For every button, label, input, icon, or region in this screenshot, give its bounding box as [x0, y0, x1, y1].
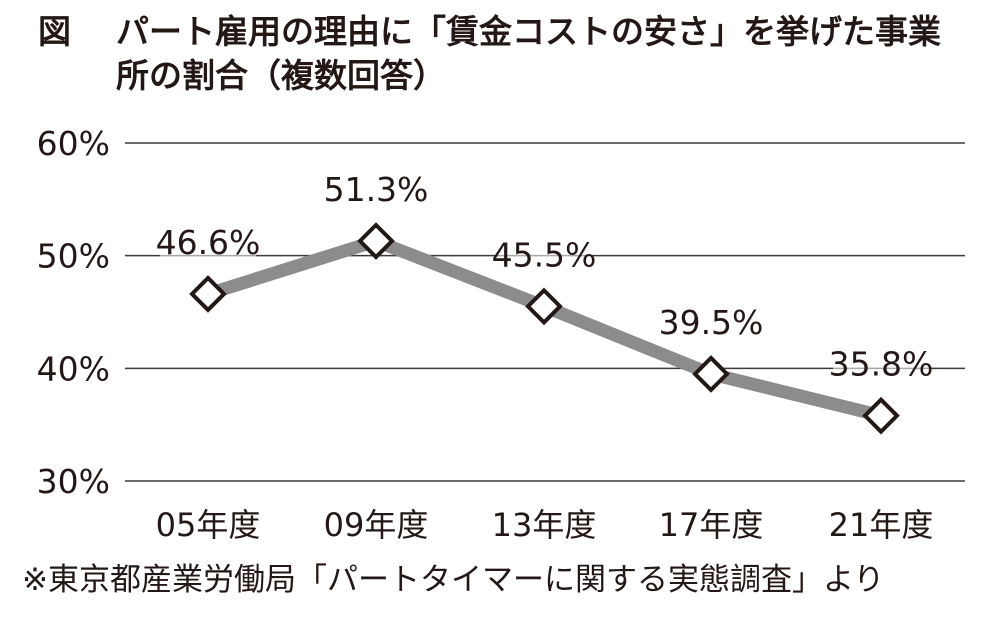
y-tick-label: 30% [37, 462, 110, 501]
data-label-background [833, 345, 929, 380]
data-point-marker [692, 355, 730, 393]
data-label-background [496, 236, 592, 271]
data-label: 51.3% [324, 170, 429, 209]
title-line-2: 所の割合（複数回答） [116, 56, 446, 95]
data-point-marker [525, 287, 563, 326]
y-tick-label: 40% [37, 349, 110, 388]
x-category-label: 17年度 [659, 506, 764, 544]
figure-label: 図 [38, 12, 71, 51]
y-tick-label: 50% [37, 237, 110, 276]
data-label: 46.6% [156, 223, 261, 262]
data-label-background [328, 171, 424, 206]
x-category-label: 13年度 [492, 506, 597, 544]
x-category-label: 09年度 [324, 506, 429, 544]
data-label-background [160, 223, 256, 258]
x-category-label: 05年度 [156, 506, 261, 544]
data-label-background [663, 303, 759, 338]
y-tick-label: 60% [37, 124, 110, 163]
data-point-marker [862, 396, 900, 435]
data-label: 45.5% [492, 235, 597, 274]
title-line-1: パート雇用の理由に「賃金コストの安さ」を挙げた事業 [116, 12, 941, 51]
data-point-marker [357, 222, 395, 260]
x-category-label: 21年度 [829, 506, 934, 544]
data-label: 35.8% [829, 345, 934, 384]
data-label: 39.5% [659, 303, 764, 342]
chart-title: 図 パート雇用の理由に「賃金コストの安さ」を挙げた事業 所の割合（複数回答） [38, 10, 988, 98]
line-chart: 60% 50% 40% 30% 46.6% 51.3% 45.5% 39.5% 35.8% 05年… [37, 124, 965, 544]
data-point-marker [189, 275, 227, 313]
source-footnote: ※東京都産業労働局「パートタイマーに関する実態調査」より [22, 562, 885, 598]
